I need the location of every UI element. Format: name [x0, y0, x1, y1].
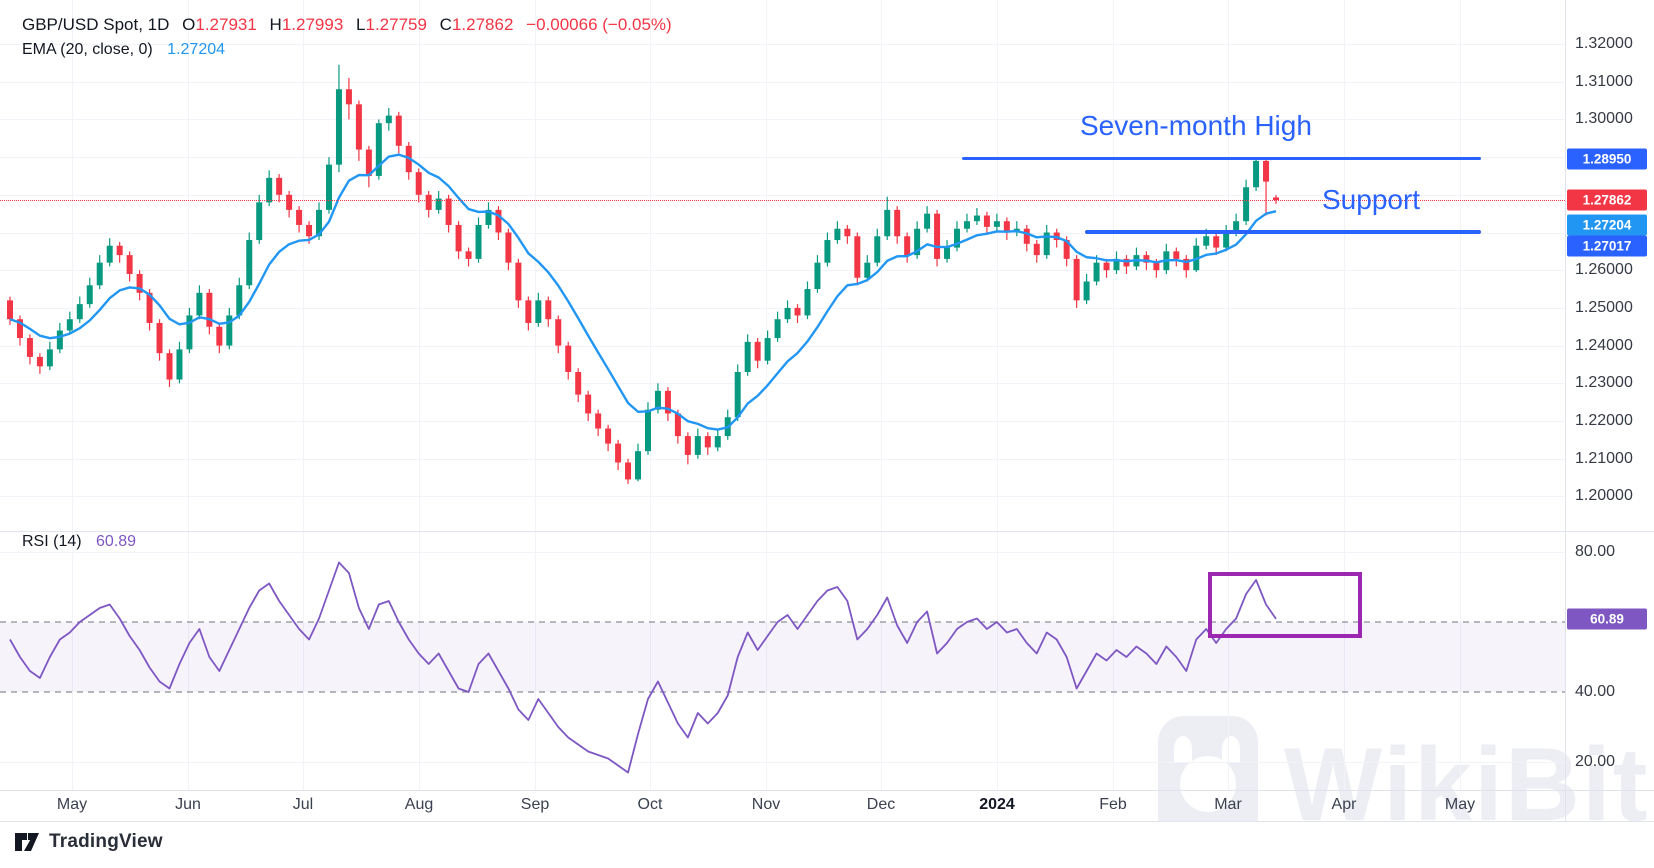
time-axis-label: Sep	[520, 796, 550, 813]
pane-separator-rsi-time	[0, 790, 1654, 791]
ema-legend-row: EMA (20, close, 0) 1.27204	[22, 41, 225, 59]
rsi-legend-value: 60.89	[96, 533, 137, 550]
symbol-legend-row: GBP/USD Spot, 1D O1.27931 H1.27993 L1.27…	[22, 15, 672, 35]
axis-tick-label: 1.26000	[1575, 261, 1633, 278]
open-label: O	[182, 15, 196, 34]
last-price-badge: 1.27862	[1567, 189, 1647, 211]
tradingview-logo-icon	[15, 833, 39, 851]
time-axis-label: Jul	[292, 796, 314, 813]
seven-month-high-line[interactable]	[962, 157, 1481, 160]
seven-month-high-price-badge: 1.28950	[1567, 148, 1647, 170]
rsi-legend-label[interactable]: RSI (14)	[22, 533, 82, 550]
time-axis-label: Mar	[1214, 796, 1242, 813]
last-price-line	[0, 200, 1565, 201]
axis-tick-label: 1.24000	[1575, 337, 1633, 354]
time-axis-label: Feb	[1099, 796, 1127, 813]
time-axis-label: Oct	[637, 796, 663, 813]
support-label[interactable]: Support	[1322, 184, 1421, 215]
axis-tick-label: 1.22000	[1575, 412, 1633, 429]
time-axis-label: Nov	[751, 796, 781, 813]
axis-tick-label: 1.31000	[1575, 73, 1633, 90]
time-scale[interactable]: May Jun Jul Aug Sep Oct Nov Dec 2024 Feb Mar Apr May	[0, 790, 1654, 821]
axis-tick-label: 40.00	[1575, 683, 1616, 700]
support-price-badge: 1.27017	[1567, 235, 1647, 257]
axis-tick-label: 1.30000	[1575, 110, 1633, 127]
change-value: −0.00066 (−0.05%)	[526, 15, 672, 34]
time-axis-label: Dec	[866, 796, 896, 813]
footer-separator	[0, 821, 1654, 822]
symbol-title[interactable]: GBP/USD Spot, 1D	[22, 15, 170, 34]
footer-bar: TradingView	[0, 821, 1654, 868]
axis-tick-label: 20.00	[1575, 753, 1616, 770]
pane-separator-price-rsi[interactable]	[0, 531, 1654, 532]
axis-tick-label: 1.32000	[1575, 35, 1633, 52]
close-label: C	[439, 15, 452, 34]
low-label: L	[356, 15, 366, 34]
axis-separator	[1565, 0, 1566, 821]
time-axis-label: Apr	[1331, 796, 1357, 813]
ema-legend-label[interactable]: EMA (20, close, 0)	[22, 41, 153, 58]
axis-tick-label: 1.20000	[1575, 487, 1633, 504]
rsi-pane-canvas[interactable]	[0, 531, 1565, 790]
time-axis-label: May	[1444, 796, 1476, 813]
time-axis-label: Aug	[404, 796, 434, 813]
ema-legend-value: 1.27204	[167, 41, 226, 58]
time-axis-label: Jun	[175, 796, 201, 813]
support-line[interactable]	[1085, 230, 1481, 234]
time-axis-label: May	[56, 796, 88, 813]
seven-month-high-label[interactable]: Seven-month High	[1080, 110, 1312, 141]
tradingview-logo-text: TradingView	[49, 831, 163, 852]
axis-tick-label: 1.23000	[1575, 374, 1633, 391]
close-value: 1.27862	[451, 15, 514, 34]
rsi-highlight-box[interactable]	[1208, 572, 1362, 638]
high-value: 1.27993	[281, 15, 344, 34]
rsi-legend-row: RSI (14) 60.89	[22, 533, 136, 551]
time-axis-label: 2024	[979, 796, 1015, 813]
axis-tick-label: 1.25000	[1575, 299, 1633, 316]
price-scale[interactable]: 1.32000 1.31000 1.30000 1.26000 1.25000 1.240…	[1565, 0, 1654, 821]
rsi-value-badge: 60.89	[1567, 608, 1647, 630]
tradingview-logo[interactable]: TradingView	[14, 830, 163, 854]
open-value: 1.27931	[195, 15, 257, 34]
high-label: H	[269, 15, 282, 34]
price-pane-canvas[interactable]	[0, 0, 1565, 531]
axis-tick-label: 80.00	[1575, 543, 1616, 560]
low-value: 1.27759	[365, 15, 427, 34]
axis-tick-label: 1.21000	[1575, 450, 1633, 467]
ema-price-badge: 1.27204	[1567, 214, 1647, 236]
